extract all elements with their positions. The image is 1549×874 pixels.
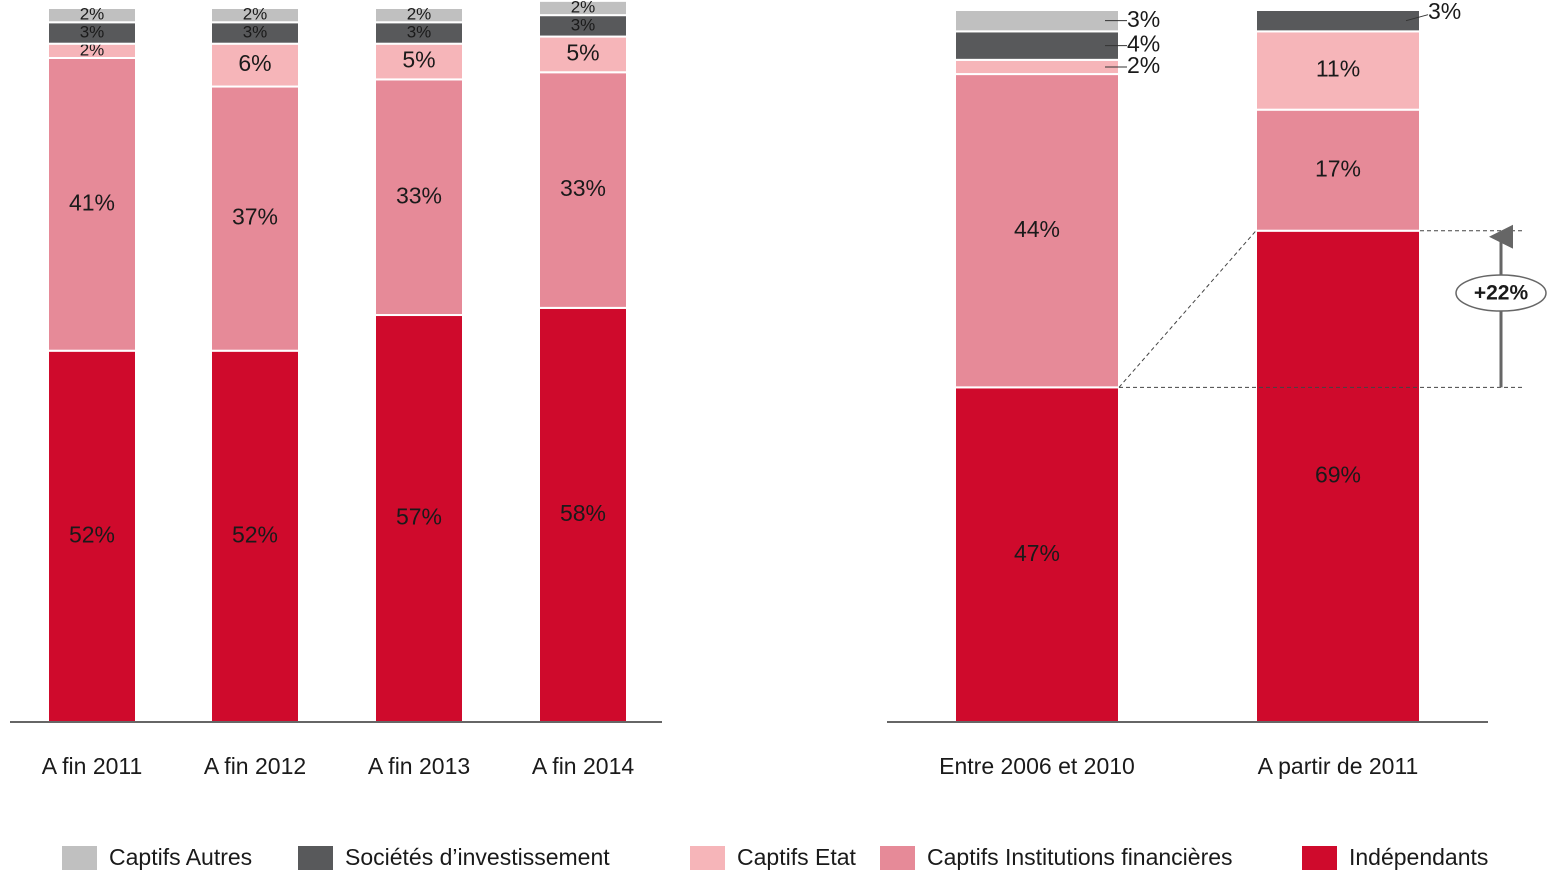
annotation: +22%: [1474, 282, 1529, 305]
data-label: 4%: [1127, 31, 1160, 57]
x-tick-label: Entre 2006 et 2010: [939, 753, 1135, 779]
data-label: 37%: [232, 204, 278, 230]
legend-label: Captifs Etat: [737, 844, 856, 870]
data-label: 5%: [402, 47, 435, 73]
data-label: 3%: [571, 15, 596, 34]
data-label: 3%: [1428, 0, 1461, 24]
bar-segment: [1255, 108, 1421, 232]
bar-segment: [954, 30, 1120, 61]
data-label: 2%: [243, 5, 268, 24]
legend-swatch: [880, 846, 915, 870]
bar-segment: [954, 73, 1120, 389]
bar-segment: [538, 0, 628, 17]
bar-segment: [1255, 9, 1421, 33]
data-label: 3%: [243, 22, 268, 41]
data-label: 33%: [396, 182, 442, 208]
data-label: 57%: [396, 504, 442, 530]
data-label: 44%: [1014, 216, 1060, 242]
data-label: 3%: [80, 22, 105, 41]
bar-segment: [210, 7, 300, 24]
bar-segment: [210, 42, 300, 88]
bar-segment: [210, 85, 300, 352]
legend-label: Indépendants: [1349, 844, 1488, 870]
x-tick-label: A fin 2014: [532, 753, 635, 779]
bar-segment: [374, 42, 464, 81]
bar-segment: [954, 9, 1120, 33]
bar-segment: [374, 314, 464, 723]
data-label: 2%: [80, 40, 105, 59]
legend-label: Captifs Institutions financières: [927, 844, 1233, 870]
data-label: 33%: [560, 175, 606, 201]
data-label: 2%: [1127, 52, 1160, 78]
data-label: 17%: [1315, 155, 1361, 181]
bar-segment: [954, 58, 1120, 76]
bar-segment: [538, 306, 628, 723]
annotation-bubble: [1455, 274, 1547, 312]
x-tick-label: A fin 2013: [368, 753, 470, 779]
data-label: 41%: [69, 189, 115, 215]
label-leader: [1405, 14, 1429, 22]
legend-label: Captifs Autres: [109, 844, 252, 870]
bar-segment: [374, 7, 464, 24]
data-label: 3%: [407, 22, 432, 41]
guide-line: [1118, 230, 1257, 388]
bar-segment: [210, 349, 300, 723]
data-label: 3%: [1127, 6, 1160, 32]
data-label: 47%: [1014, 540, 1060, 566]
bar-segment: [47, 7, 137, 24]
data-label: 52%: [69, 521, 115, 547]
data-label: 2%: [80, 5, 105, 24]
legend-swatch: [1302, 846, 1337, 870]
data-label: 69%: [1315, 461, 1361, 487]
bar-segment: [538, 71, 628, 309]
bar-segment: [374, 78, 464, 317]
data-label: 2%: [407, 5, 432, 24]
data-label: 52%: [232, 521, 278, 547]
bar-segment: [954, 386, 1120, 723]
bar-segment: [47, 349, 137, 723]
x-tick-label: A partir de 2011: [1258, 753, 1419, 779]
data-label: 11%: [1316, 56, 1360, 82]
legend-swatch: [62, 846, 97, 870]
x-tick-label: A fin 2012: [204, 753, 306, 779]
bar-segment: [538, 35, 628, 74]
data-label: 5%: [566, 39, 599, 65]
bar-segment: [1255, 229, 1421, 723]
x-tick-label: A fin 2011: [42, 753, 143, 779]
data-label: 2%: [571, 0, 596, 16]
data-label: 58%: [560, 500, 606, 526]
bar-segment: [47, 56, 137, 352]
legend-swatch: [298, 846, 333, 870]
data-label: 6%: [238, 50, 271, 76]
legend-label: Sociétés d’investissement: [345, 844, 610, 870]
legend-swatch: [690, 846, 725, 870]
